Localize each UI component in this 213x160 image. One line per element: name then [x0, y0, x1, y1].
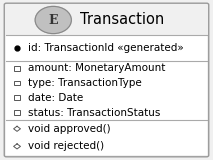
Text: amount: MonetaryAmount: amount: MonetaryAmount [28, 63, 165, 73]
Text: type: TransactionType: type: TransactionType [28, 78, 141, 88]
Bar [6, 120, 207, 155]
Bar [6, 5, 207, 35]
Text: Transaction: Transaction [80, 12, 164, 28]
Bar [14, 81, 20, 85]
Bar [14, 95, 20, 100]
Text: status: TransactionStatus: status: TransactionStatus [28, 108, 160, 118]
Text: void rejected(): void rejected() [28, 141, 104, 151]
Bar [6, 35, 207, 61]
Bar [6, 61, 207, 120]
FancyBboxPatch shape [4, 3, 209, 157]
Circle shape [35, 6, 71, 34]
Text: E: E [49, 13, 58, 27]
Bar [14, 66, 20, 71]
Text: date: Date: date: Date [28, 93, 83, 103]
Bar [14, 110, 20, 115]
Text: void approved(): void approved() [28, 124, 110, 134]
Text: id: TransactionId «generated»: id: TransactionId «generated» [28, 43, 183, 53]
